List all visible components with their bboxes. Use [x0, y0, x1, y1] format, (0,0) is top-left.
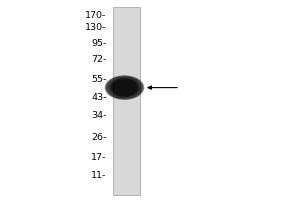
- Ellipse shape: [112, 80, 136, 96]
- Ellipse shape: [107, 76, 142, 99]
- Text: 26-: 26-: [91, 132, 106, 142]
- Ellipse shape: [113, 80, 136, 95]
- Ellipse shape: [114, 81, 135, 95]
- Ellipse shape: [105, 75, 145, 100]
- Ellipse shape: [111, 78, 138, 97]
- Ellipse shape: [114, 80, 135, 95]
- Ellipse shape: [106, 76, 142, 99]
- Text: 170-: 170-: [85, 10, 106, 20]
- Text: 11-: 11-: [91, 170, 106, 180]
- Text: 17-: 17-: [91, 154, 106, 162]
- Ellipse shape: [106, 76, 143, 99]
- Text: 55-: 55-: [91, 74, 106, 84]
- Ellipse shape: [118, 84, 131, 92]
- Ellipse shape: [112, 79, 137, 96]
- Ellipse shape: [115, 81, 134, 94]
- Ellipse shape: [105, 75, 144, 100]
- Text: 72-: 72-: [91, 55, 106, 64]
- Ellipse shape: [106, 76, 143, 99]
- Ellipse shape: [111, 79, 138, 96]
- FancyBboxPatch shape: [112, 7, 140, 195]
- Text: 34-: 34-: [91, 112, 106, 120]
- Ellipse shape: [116, 82, 134, 94]
- Ellipse shape: [105, 75, 144, 100]
- Text: 130-: 130-: [85, 22, 106, 31]
- Ellipse shape: [110, 78, 139, 97]
- Ellipse shape: [112, 79, 137, 96]
- Text: 95-: 95-: [91, 40, 106, 48]
- Ellipse shape: [105, 76, 144, 100]
- Ellipse shape: [115, 81, 134, 94]
- Text: 43-: 43-: [91, 92, 106, 102]
- Ellipse shape: [106, 76, 143, 99]
- Ellipse shape: [107, 77, 142, 99]
- Ellipse shape: [106, 76, 143, 99]
- Ellipse shape: [106, 76, 142, 99]
